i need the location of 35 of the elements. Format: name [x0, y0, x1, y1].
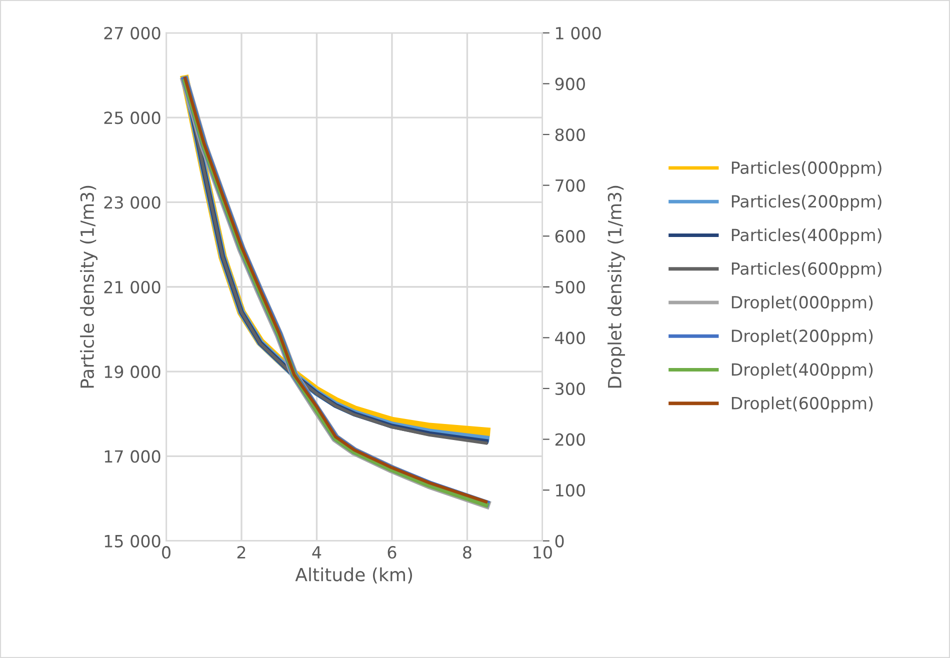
x-tick-label: 0 [162, 546, 170, 559]
x-tick-label: 2 [237, 546, 246, 558]
legend-label: Droplet(000ppm) [732, 296, 873, 312]
x-axis-title: Altitude (km) [295, 567, 412, 584]
y2-tick-label: 500 [556, 280, 585, 294]
y2-axis-title: Droplet density (1/m3) [608, 186, 625, 388]
y2-tick-label: 700 [556, 179, 585, 192]
y-tick-label: 15 000 [104, 534, 160, 548]
y2-tick-label: 300 [556, 382, 585, 396]
y-tick-label: 21 000 [104, 280, 160, 294]
y2-tick-label: 800 [555, 128, 585, 142]
y2-tick-label: 0 [555, 534, 564, 548]
legend-label: Particles(600ppm) [732, 262, 882, 278]
y2-tick-label: 600 [555, 230, 585, 243]
y-axis-title: Particle density (1/m3) [80, 186, 98, 388]
x-tick-label: 4 [312, 546, 322, 558]
x-tick-label: 10 [534, 546, 552, 559]
legend-label: Particles(000ppm) [732, 161, 882, 178]
legend-label: Droplet(200ppm) [732, 329, 873, 346]
legend-label: Particles(400ppm) [732, 228, 882, 245]
y2-tick-label: 100 [556, 484, 585, 497]
legend-label: Droplet(400ppm) [732, 362, 873, 380]
y2-tick-label: 1 000 [556, 26, 601, 40]
y-tick-label: 25 000 [104, 112, 160, 124]
y-tick-label: 23 000 [104, 196, 160, 209]
y-tick-label: 19 000 [104, 366, 160, 378]
legend-label: Particles(200ppm) [732, 194, 882, 211]
y2-tick-label: 400 [555, 332, 585, 344]
x-tick-label: 8 [463, 546, 472, 559]
y2-tick-label: 200 [555, 433, 585, 446]
y2-tick-label: 900 [555, 78, 585, 90]
y-tick-label: 27 000 [104, 26, 160, 40]
x-tick-label: 6 [388, 546, 396, 559]
y-tick-label: 17 000 [104, 450, 160, 463]
legend-label: Droplet(600ppm) [732, 396, 873, 413]
